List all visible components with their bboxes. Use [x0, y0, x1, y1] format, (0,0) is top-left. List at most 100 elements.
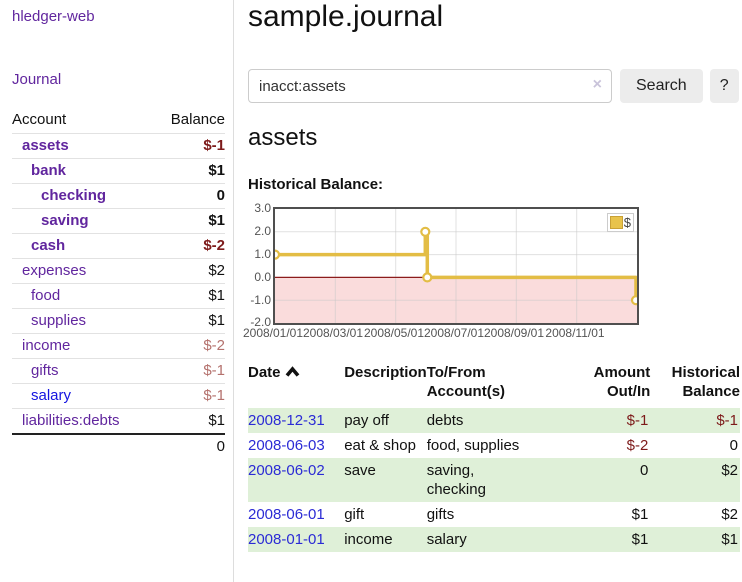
transaction-balance: $2: [721, 506, 738, 523]
page-title: sample.journal: [248, 0, 444, 33]
balance-line-svg: [269, 209, 642, 323]
clear-search-icon[interactable]: ×: [592, 76, 602, 93]
search-box: ×: [248, 69, 612, 103]
register-header-description: Description: [344, 364, 427, 381]
account-balance: $2: [208, 262, 225, 279]
sidebar-item-food[interactable]: food: [31, 287, 61, 304]
transaction-balance: $1: [650, 527, 740, 552]
accounts-total-row: 0: [12, 434, 225, 459]
account-balance: $-1: [203, 387, 225, 404]
account-balance: $1: [208, 162, 225, 179]
transaction-description: gift: [344, 506, 365, 523]
transaction-accounts: debts: [426, 408, 561, 433]
transaction-amount: $1: [631, 506, 649, 523]
search-input[interactable]: [248, 69, 612, 103]
transaction-amount: 0: [560, 458, 651, 502]
series-swatch-icon: [609, 216, 623, 229]
account-balance: $-1: [203, 137, 225, 154]
account-row: saving $1: [12, 208, 225, 234]
legend-label: $: [623, 215, 631, 230]
register-row: 2008-12-31 pay off debts $-1 $-1: [248, 408, 740, 433]
balance-header-line1: Historical: [671, 364, 740, 381]
x-tick-label: 2008/03/01: [302, 326, 364, 340]
y-tick-label: 2.0: [254, 224, 271, 238]
transaction-amount: $-1: [560, 408, 651, 433]
transaction-accounts: salary: [426, 527, 561, 552]
sidebar-item-assets[interactable]: assets: [22, 137, 69, 154]
account-row: expenses $2: [12, 258, 225, 284]
account-balance: $-2: [203, 237, 225, 254]
y-tick-label: -1.0: [250, 293, 271, 307]
account-balance: $1: [208, 412, 225, 429]
accounts-header-line1: To/From: [426, 364, 486, 381]
sidebar-item-expenses[interactable]: expenses: [22, 262, 87, 279]
sidebar-item-liabilities-debts[interactable]: liabilities:debts: [22, 412, 120, 429]
sidebar-item-bank[interactable]: bank: [31, 162, 67, 179]
sidebar-item-salary[interactable]: salary: [31, 387, 72, 404]
transaction-accounts: food, supplies: [426, 437, 520, 454]
register-header-date[interactable]: Date: [248, 361, 344, 408]
transaction-date-link[interactable]: 2008-12-31: [248, 412, 325, 429]
account-row: gifts $-1: [12, 358, 225, 384]
sidebar-item-gifts[interactable]: gifts: [31, 362, 59, 379]
y-tick-label: 1.0: [254, 247, 271, 261]
y-tick-label: 0.0: [254, 270, 271, 284]
account-balance: $1: [208, 287, 225, 304]
accounts-total-balance: 0: [216, 438, 225, 455]
transaction-date-link[interactable]: 2008-06-02: [248, 462, 325, 479]
date-header-label: Date: [248, 364, 281, 381]
x-tick-label: 2008/11/01: [545, 326, 605, 340]
transaction-accounts: saving, checking: [426, 458, 561, 502]
account-row: salary $-1: [12, 383, 225, 409]
account-balance: $1: [208, 212, 225, 229]
transaction-description: eat & shop: [344, 437, 416, 454]
transaction-date-link[interactable]: 2008-06-01: [248, 506, 325, 523]
y-tick-label: -2.0: [250, 315, 271, 329]
transaction-accounts: gifts: [426, 506, 455, 523]
main-content: sample.journal × Search ? assets Histori…: [243, 0, 742, 582]
register-row: 2008-06-02 save saving, checking 0 $2: [248, 458, 740, 502]
sidebar-item-checking[interactable]: checking: [41, 187, 107, 204]
app-title-link[interactable]: hledger-web: [12, 8, 95, 25]
accounts-table: Account Balance assets $-1 bank $1 check…: [12, 108, 225, 459]
register-header-balance: Historical Balance: [650, 361, 740, 408]
search-button[interactable]: Search: [620, 69, 703, 103]
account-balance: $1: [208, 312, 225, 329]
sidebar-item-supplies[interactable]: supplies: [31, 312, 87, 329]
register-row: 2008-01-01 income salary $1 $1: [248, 527, 740, 552]
transaction-date-link[interactable]: 2008-01-01: [248, 531, 325, 548]
x-tick-label: 2008/07/01: [423, 326, 485, 340]
register-header-accounts: To/From Account(s): [427, 361, 561, 408]
x-tick-label: 2008/05/01: [363, 326, 425, 340]
amount-header-line1: Amount: [593, 364, 651, 381]
account-row: checking 0: [12, 183, 225, 209]
sidebar-item-saving[interactable]: saving: [41, 212, 89, 229]
transaction-description: save: [344, 458, 427, 502]
register-header-row: Date Description To/From Account(s) Amou…: [248, 361, 740, 408]
register-row: 2008-06-03 eat & shop food, supplies $-2…: [248, 433, 740, 458]
balance-chart: 3.0 2.0 1.0 0.0 -1.0 -2.0: [243, 200, 742, 345]
transaction-description: income: [344, 527, 427, 552]
x-tick-label: 2008/01/01: [242, 326, 304, 340]
transaction-balance: 0: [729, 437, 738, 454]
account-row: income $-2: [12, 333, 225, 359]
transaction-amount: $-2: [626, 437, 649, 454]
transaction-balance: $-1: [650, 408, 740, 433]
accounts-header-account: Account: [12, 111, 67, 128]
register-table: Date Description To/From Account(s) Amou…: [248, 361, 740, 552]
help-button[interactable]: ?: [709, 69, 739, 103]
balance-header-line2: Balance: [682, 383, 740, 400]
sidebar-item-income[interactable]: income: [22, 337, 71, 354]
sidebar-item-cash[interactable]: cash: [31, 237, 66, 254]
sidebar-item-journal[interactable]: Journal: [12, 71, 62, 88]
account-balance: 0: [216, 187, 225, 204]
account-row: food $1: [12, 283, 225, 309]
sort-asc-icon: [285, 366, 299, 377]
amount-header-line2: Out/In: [606, 383, 651, 400]
transaction-date-link[interactable]: 2008-06-03: [248, 437, 325, 454]
x-tick-label: 2008/09/01: [483, 326, 545, 340]
transaction-amount: $1: [560, 527, 651, 552]
accounts-header-balance: Balance: [170, 111, 225, 128]
y-tick-label: 3.0: [254, 201, 271, 215]
